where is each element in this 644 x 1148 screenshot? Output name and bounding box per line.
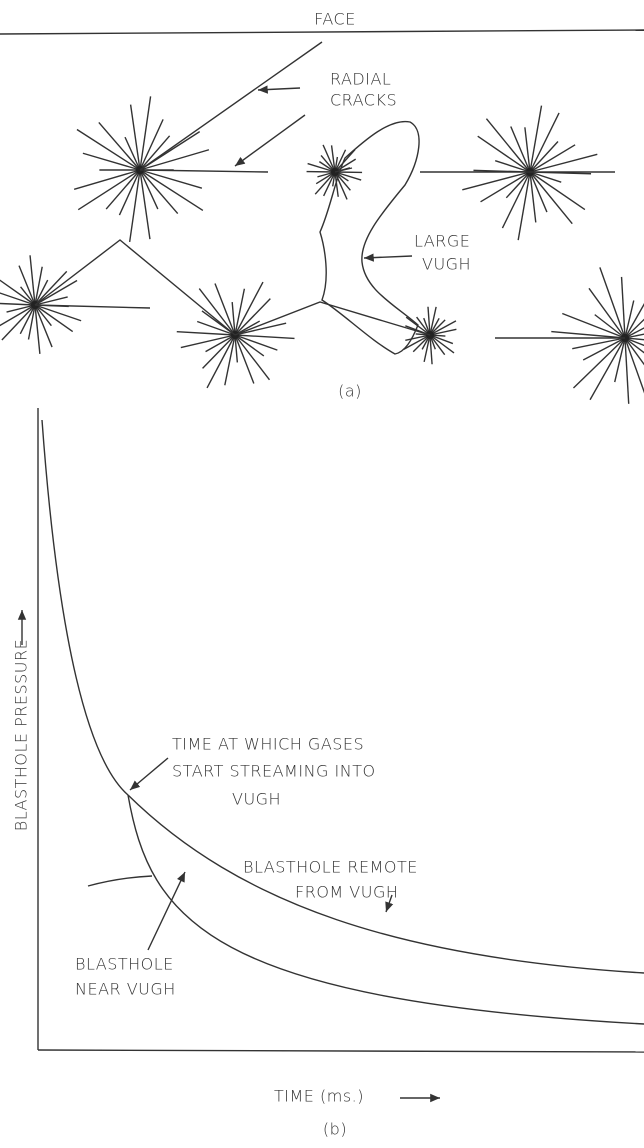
annotation-line: BLASTHOLE REMOTE xyxy=(243,858,418,877)
crack-ray xyxy=(140,150,209,170)
face-label: FACE xyxy=(314,10,356,29)
annotation-line: BLASTHOLE xyxy=(75,955,174,974)
crack-ray xyxy=(203,335,235,368)
near-curve xyxy=(128,795,644,1024)
caption: (b) xyxy=(323,1120,347,1139)
crack-ray xyxy=(551,332,625,338)
arrow xyxy=(258,88,300,90)
face-line xyxy=(0,30,644,34)
x-axis xyxy=(38,1050,644,1052)
crack-ray xyxy=(462,172,530,190)
crack-ray xyxy=(615,338,625,382)
crack-ray xyxy=(486,119,530,172)
annotation-line: NEAR VUGH xyxy=(75,980,176,999)
arrow xyxy=(148,872,185,950)
annotation-line: CRACKS xyxy=(330,91,397,110)
annotation-line: VUGH xyxy=(232,790,281,809)
blasthole-stars xyxy=(0,96,644,408)
annotation-line: FROM VUGH xyxy=(295,883,398,902)
crack-ray xyxy=(235,289,244,335)
crack-ray xyxy=(181,335,235,348)
crack-ray xyxy=(625,300,634,338)
arrow xyxy=(364,256,412,258)
crack-ray xyxy=(572,338,625,349)
crack-ray xyxy=(530,154,597,172)
y-axis-label: BLASTHOLE PRESSURE xyxy=(12,639,31,832)
arrow xyxy=(235,115,305,166)
crack-ray xyxy=(225,335,235,385)
caption: (a) xyxy=(338,382,362,401)
crack-ray xyxy=(83,153,140,170)
arrow xyxy=(130,758,168,790)
crack-ray xyxy=(140,170,202,188)
annotation-line: RADIAL xyxy=(330,70,391,89)
annotation-line: START STREAMING INTO xyxy=(172,762,376,781)
crack-ray xyxy=(530,172,572,224)
figure: FACE RADIAL CRACKS LARGE VUGH (a) BLASTH… xyxy=(0,0,644,1148)
annotation-line: LARGE xyxy=(414,232,470,251)
stroke xyxy=(88,876,152,886)
annotation-line: VUGH xyxy=(422,255,471,274)
crack-ray xyxy=(235,299,270,335)
annotation-line: TIME AT WHICH GASES xyxy=(172,735,364,754)
crack-ray xyxy=(573,338,625,388)
x-axis-label: TIME (ms.) xyxy=(274,1087,364,1106)
pressure-curve xyxy=(42,420,128,795)
crack-ray xyxy=(74,170,140,189)
large-vugh xyxy=(320,122,419,354)
